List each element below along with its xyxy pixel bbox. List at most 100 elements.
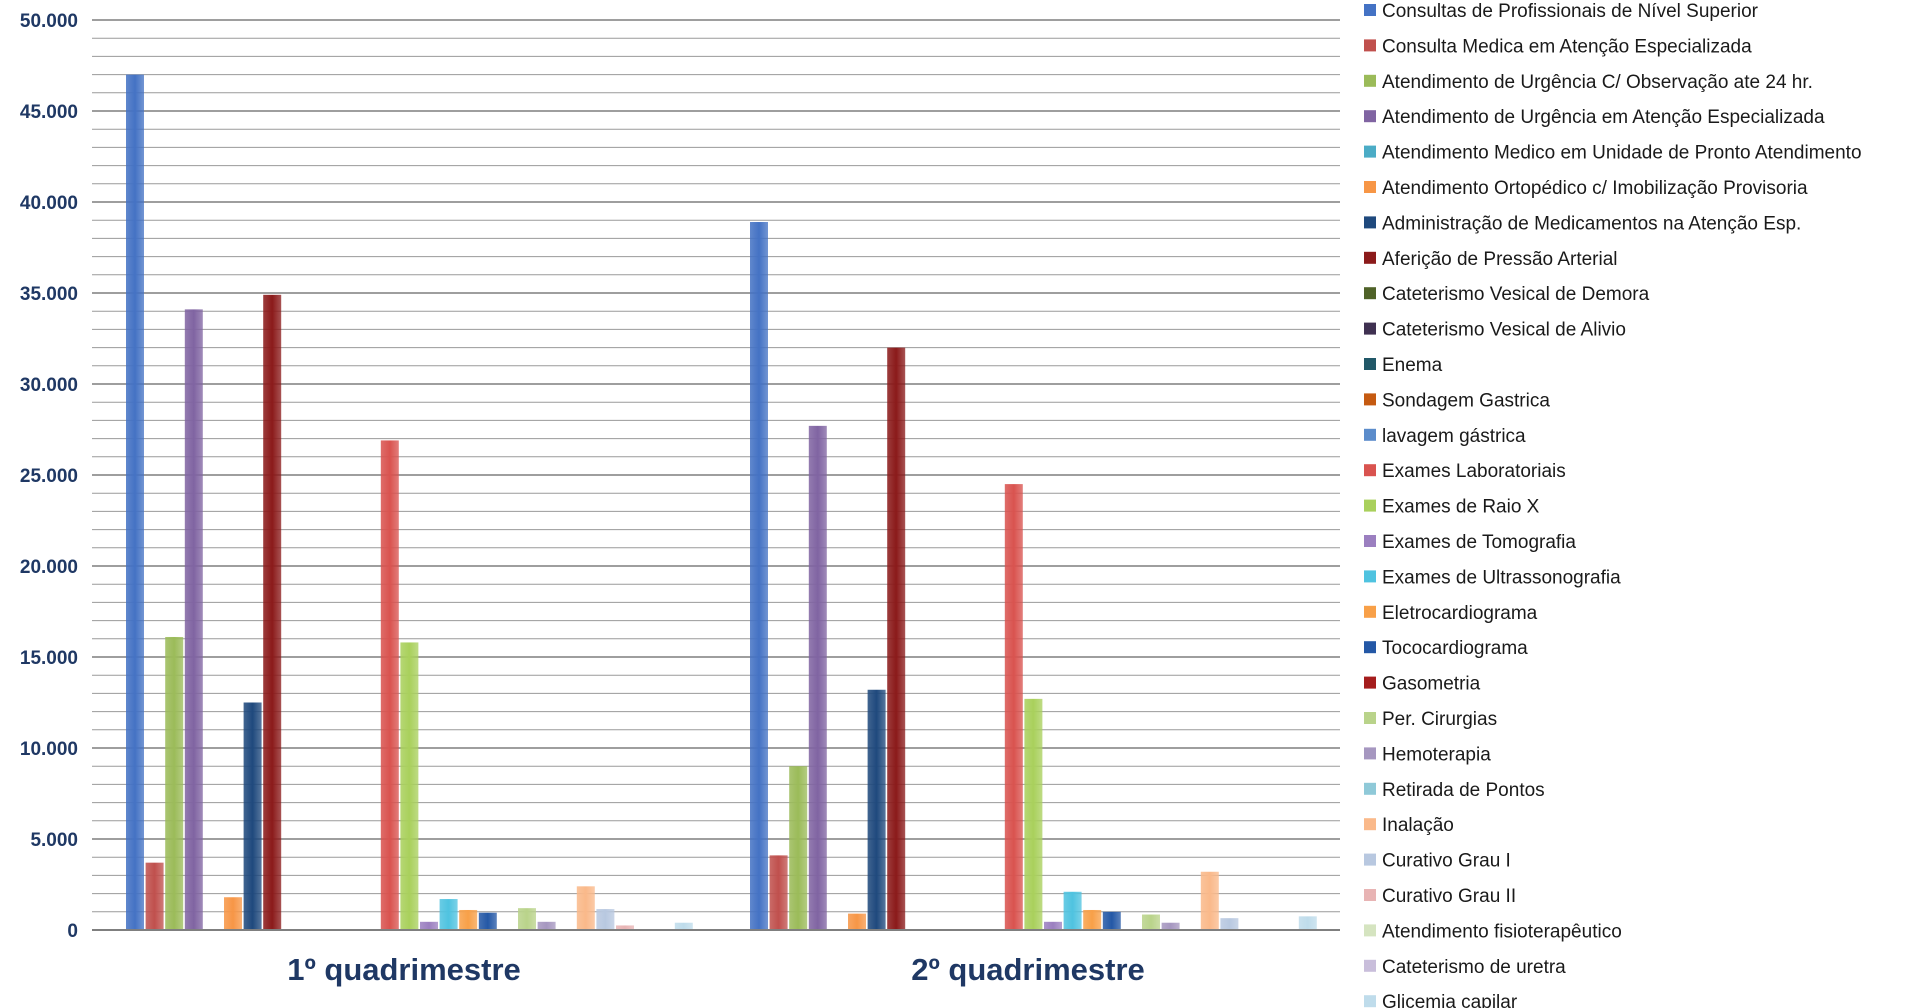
legend-label: Exames Laboratoriais	[1382, 461, 1566, 482]
legend-label: Consultas de Profissionais de Nível Supe…	[1382, 1, 1759, 22]
legend-swatch	[1364, 924, 1376, 937]
legend-swatch	[1364, 110, 1376, 123]
legend-swatch	[1364, 641, 1376, 654]
y-tick-label: 45.000	[20, 102, 78, 123]
y-tick-label: 15.000	[20, 648, 78, 669]
y-tick-label: 50.000	[20, 11, 78, 32]
legend-swatch	[1364, 216, 1376, 229]
legend-swatch	[1364, 889, 1376, 901]
legend-label: Glicemia capilar	[1382, 992, 1518, 1008]
bar	[243, 702, 262, 930]
legend-label: Exames de Ultrassonografia	[1382, 567, 1621, 588]
legend-label: Cateterismo Vesical de Demora	[1382, 284, 1650, 305]
legend-swatch	[1364, 959, 1376, 972]
bar	[848, 913, 866, 930]
legend: Consultas de Profissionais de Nível Supe…	[1364, 1, 1862, 1008]
legend-label: Tococardiograma	[1382, 638, 1528, 659]
y-tick-label: 20.000	[20, 557, 78, 578]
legend-label: Gasometria	[1382, 674, 1481, 695]
y-tick-label: 25.000	[20, 466, 78, 487]
legend-label: Inalação	[1382, 815, 1454, 836]
bar	[537, 921, 556, 930]
legend-label: Curativo Grau I	[1382, 851, 1511, 872]
y-tick-label: 0	[67, 921, 78, 942]
gridlines	[92, 19, 1340, 913]
bar	[478, 912, 497, 930]
legend-label: Enema	[1382, 355, 1443, 376]
legend-swatch	[1364, 287, 1376, 300]
y-axis-ticks: 0 5.000 10.000 15.000 20.000 25.000 30.000 35.0…	[20, 11, 78, 942]
bar	[184, 309, 203, 930]
legend-label: lavagem gástrica	[1382, 426, 1526, 447]
bar	[400, 642, 419, 930]
legend-label: Sondagem Gastrica	[1382, 390, 1550, 411]
legend-swatch	[1364, 818, 1376, 831]
legend-swatch	[1364, 358, 1376, 370]
bar	[263, 294, 282, 930]
bar	[674, 922, 693, 930]
bar	[145, 862, 164, 930]
bar	[1102, 911, 1121, 930]
bar	[1044, 921, 1062, 930]
y-tick-label: 5.000	[30, 830, 78, 851]
legend-swatch	[1364, 4, 1376, 16]
bar	[1200, 871, 1219, 930]
legend-label: Cateterismo de uretra	[1382, 957, 1566, 978]
legend-label: Cateterismo Vesical de Alivio	[1382, 320, 1626, 341]
bar	[867, 689, 886, 930]
bar	[596, 909, 615, 930]
bar	[420, 921, 438, 930]
bar	[1298, 916, 1317, 930]
bar	[616, 925, 634, 930]
legend-label: Atendimento de Urgência em Atenção Espec…	[1382, 107, 1825, 128]
bar	[1161, 922, 1180, 930]
legend-label: Hemoterapia	[1382, 744, 1491, 765]
bar	[1220, 918, 1239, 930]
legend-swatch	[1364, 782, 1376, 795]
bar	[1063, 891, 1082, 930]
x-axis-categories: 1º quadrimestre 2º quadrimestre	[287, 952, 1145, 987]
bar	[1004, 484, 1023, 930]
legend-label: Aferição de Pressão Arterial	[1382, 249, 1618, 270]
legend-label: Atendimento Medico em Unidade de Pronto …	[1382, 143, 1862, 164]
legend-label: Per. Cirurgias	[1382, 709, 1497, 730]
legend-swatch	[1364, 605, 1376, 618]
legend-label: Atendimento de Urgência C/ Observação at…	[1382, 72, 1813, 93]
bar	[518, 908, 536, 930]
legend-label: Atendimento Ortopédico c/ Imobilização P…	[1382, 178, 1808, 199]
bar	[439, 899, 458, 930]
x-category-label: 2º quadrimestre	[911, 952, 1145, 987]
legend-swatch	[1364, 428, 1376, 441]
legend-swatch	[1364, 181, 1376, 193]
y-tick-label: 40.000	[20, 193, 78, 214]
bar	[459, 909, 478, 930]
legend-swatch	[1364, 251, 1376, 264]
legend-label: Atendimento fisioterapêutico	[1382, 921, 1622, 942]
bar	[165, 636, 184, 930]
legend-swatch	[1364, 145, 1376, 158]
bar	[1083, 909, 1102, 930]
x-category-label: 1º quadrimestre	[287, 952, 521, 987]
bar	[1024, 698, 1043, 930]
bar	[380, 440, 399, 930]
bar	[224, 897, 242, 930]
legend-label: Eletrocardiograma	[1382, 603, 1538, 624]
bar	[1142, 914, 1160, 930]
bars	[126, 74, 1317, 931]
legend-swatch	[1364, 393, 1376, 406]
legend-swatch	[1364, 853, 1376, 866]
legend-label: Retirada de Pontos	[1382, 780, 1545, 801]
legend-swatch	[1364, 39, 1376, 52]
legend-swatch	[1364, 712, 1376, 724]
legend-label: Consulta Medica em Atenção Especializada	[1382, 36, 1752, 57]
legend-swatch	[1364, 74, 1376, 87]
legend-swatch	[1364, 570, 1376, 583]
bar	[576, 886, 595, 930]
legend-swatch	[1364, 535, 1376, 547]
legend-swatch	[1364, 464, 1376, 477]
legend-label: Exames de Raio X	[1382, 497, 1540, 518]
bar	[126, 74, 144, 931]
legend-label: Administração de Medicamentos na Atenção…	[1382, 213, 1801, 234]
y-tick-label: 30.000	[20, 375, 78, 396]
legend-swatch	[1364, 499, 1376, 512]
